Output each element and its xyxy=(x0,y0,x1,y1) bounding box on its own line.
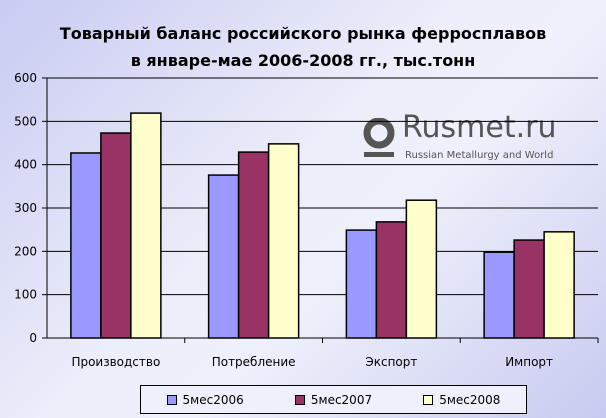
legend-label: 5мес2007 xyxy=(310,392,373,407)
legend-label: 5мес2008 xyxy=(439,392,501,407)
y-tick-label: 0 xyxy=(29,331,37,345)
bar-5мес2006-2 xyxy=(345,229,378,339)
bar-5мес2008-2 xyxy=(405,199,438,339)
logo-name: Rusmet.ru xyxy=(402,110,557,145)
legend-swatch xyxy=(294,394,305,405)
chart-title: Товарный баланс российского рынка феррос… xyxy=(0,20,606,74)
x-category-label: Производство xyxy=(71,355,160,369)
x-category-label: Импорт xyxy=(505,355,553,369)
legend-item: 5мес2008 xyxy=(423,393,500,407)
bar-5мес2008-1 xyxy=(267,143,300,339)
bar-5мес2007-1 xyxy=(237,151,270,339)
y-tick-label: 300 xyxy=(14,201,37,215)
chart-title-line-2: в январе-мае 2006-2008 гг., тыс.тонн xyxy=(130,51,476,70)
legend-item: 5мес2007 xyxy=(294,392,373,407)
legend-swatch xyxy=(166,394,177,405)
legend-label: 5мес2006 xyxy=(182,392,244,407)
legend-swatch xyxy=(423,394,434,405)
y-tick-label: 600 xyxy=(14,71,37,85)
x-category-label: Экспорт xyxy=(365,355,417,369)
legend: 5мес2006 5мес2007 5мес2008 xyxy=(140,385,527,414)
bar-5мес2006-1 xyxy=(207,174,240,339)
bar-5мес2007-2 xyxy=(375,221,408,339)
y-tick-label: 500 xyxy=(14,114,37,128)
x-category-label: Потребление xyxy=(212,355,296,369)
y-tick-label: 100 xyxy=(14,288,37,302)
chart-title-line-1: Товарный баланс российского рынка феррос… xyxy=(59,24,547,43)
legend-item: 5мес2006 xyxy=(166,392,244,407)
bar-5мес2006-0 xyxy=(70,152,102,339)
bar-5мес2007-0 xyxy=(100,132,132,339)
bar-5мес2007-3 xyxy=(513,239,545,339)
bar-5мес2008-3 xyxy=(543,231,575,339)
bar-5мес2008-0 xyxy=(130,112,162,339)
y-tick-label: 400 xyxy=(14,158,37,172)
bar-5мес2006-3 xyxy=(483,251,515,339)
logo-tagline: Russian Metallurgy and World xyxy=(405,150,554,161)
y-tick-label: 200 xyxy=(14,244,37,258)
